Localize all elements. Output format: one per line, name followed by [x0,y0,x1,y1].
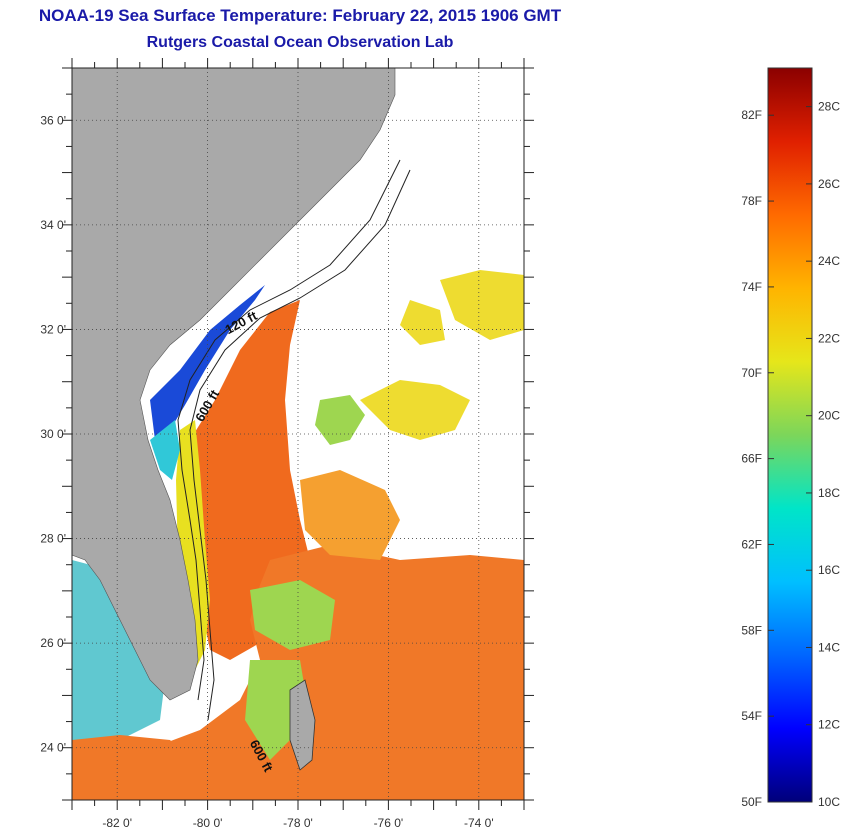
lat-tick-label: 30 0' [40,427,66,441]
lat-tick-label: 24 0' [40,741,66,755]
page-subtitle: Rutgers Coastal Ocean Observation Lab [146,34,454,51]
colorbar-label-celsius: 10C [818,795,840,809]
colorbar [767,67,813,803]
lon-tick-label: -74 0' [464,816,494,830]
lat-tick-label: 34 0' [40,218,66,232]
sst-gulf-cool [72,560,165,750]
colorbar-label-celsius: 26C [818,177,840,191]
sst-yellow-patches [360,270,524,440]
colorbar-label-celsius: 12C [818,718,840,732]
sst-cold-shelf [150,285,265,440]
colorbar-label-celsius: 14C [818,640,840,654]
colorbar-label-fahrenheit: 62F [741,537,762,551]
lon-tick-label: -78 0' [283,816,313,830]
colorbar-ticks: 28C 26C 24C 22C 20C 18C 16C 14C 12C 10C 82F 78F 74F 7… [741,100,840,809]
colorbar-label-fahrenheit: 50F [741,795,762,809]
sst-map[interactable] [72,68,524,800]
colorbar-label-celsius: 22C [818,331,840,345]
lat-tick-label: 26 0' [40,636,66,650]
sst-gulf-warm [72,735,200,800]
lat-tick-label: 36 0' [40,113,66,127]
colorbar-label-celsius: 24C [818,254,840,268]
colorbar-label-fahrenheit: 54F [741,709,762,723]
lat-tick-label: 32 0' [40,322,66,336]
map-axis-ticks: 24 0' 26 0' 28 0' 30 0' 32 0' 34 0' 36 0' -82 0… [40,58,534,830]
sst-central-patch [300,470,400,560]
map-graticule [72,68,524,800]
colorbar-label-celsius: 18C [818,486,840,500]
page-title: NOAA-19 Sea Surface Temperature: Februar… [38,6,562,25]
colorbar-label-fahrenheit: 74F [741,280,762,294]
lon-tick-label: -80 0' [193,816,223,830]
contour-600ft [189,169,411,721]
colorbar-label-fahrenheit: 58F [741,623,762,637]
colorbar-label-fahrenheit: 82F [741,108,762,122]
colorbar-label-fahrenheit: 70F [741,366,762,380]
lon-tick-label: -76 0' [374,816,404,830]
sst-orange-field [120,545,524,800]
colorbar-label-fahrenheit: 78F [741,194,762,208]
land-southeast-us [72,68,396,701]
lat-tick-label: 28 0' [40,532,66,546]
colorbar-label-fahrenheit: 66F [741,452,762,466]
sst-cyan-shelf [150,420,180,480]
colorbar-label-celsius: 28C [818,100,840,114]
contour-120ft [177,159,401,701]
colorbar-label-celsius: 20C [818,409,840,423]
colorbar-label-celsius: 16C [818,563,840,577]
sst-green-patch [245,395,365,760]
lon-tick-label: -82 0' [102,816,132,830]
